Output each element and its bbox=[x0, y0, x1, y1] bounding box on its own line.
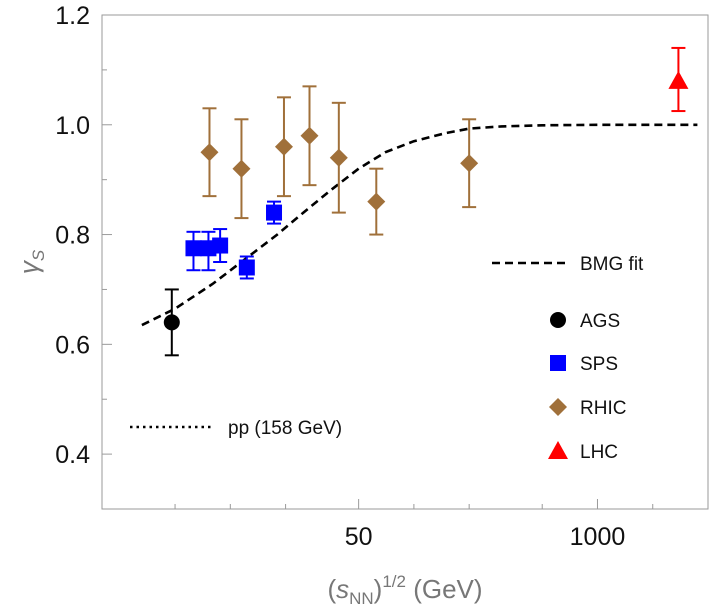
x-axis-label-subscript: NN bbox=[349, 589, 374, 608]
y-axis-label-subscript: S bbox=[29, 249, 48, 261]
rhic-point bbox=[460, 154, 479, 173]
legend-lhc-marker bbox=[548, 441, 568, 459]
rhic-point bbox=[200, 143, 219, 162]
sps-point bbox=[185, 240, 202, 257]
legend: BMG fit AGS SPS RHIC LHC pp (158 GeV) bbox=[130, 254, 644, 463]
sps-point bbox=[238, 259, 255, 276]
x-axis-label-symbol: s bbox=[336, 574, 349, 604]
x-axis-label-superscript: 1/2 bbox=[382, 572, 406, 591]
rhic-point bbox=[232, 159, 251, 178]
y-tick-label: 0.6 bbox=[55, 331, 90, 359]
legend-lhc-label: LHC bbox=[580, 442, 618, 463]
rhic-point bbox=[367, 192, 386, 211]
bmg-fit-curve bbox=[141, 123, 698, 327]
y-tick-label: 1.0 bbox=[55, 112, 90, 140]
x-axis-label-unit: (GeV) bbox=[406, 574, 483, 604]
x-axis-label-open: ( bbox=[327, 574, 336, 604]
legend-ags-marker bbox=[550, 312, 566, 328]
rhic-point bbox=[300, 126, 319, 145]
y-axis-label-symbol: γ bbox=[14, 259, 44, 274]
y-tick-label: 0.8 bbox=[55, 222, 90, 250]
lhc-point bbox=[668, 70, 689, 89]
y-axis-ticks: 0.4 0.6 0.8 1.0 1.2 bbox=[55, 2, 112, 469]
legend-pp-label: pp (158 GeV) bbox=[228, 418, 342, 439]
plot-frame bbox=[101, 14, 709, 510]
y-tick-label: 1.2 bbox=[55, 2, 90, 30]
legend-fit-label: BMG fit bbox=[580, 254, 644, 275]
sps-point bbox=[266, 204, 283, 221]
sps-point bbox=[212, 237, 229, 254]
y-tick-label: 0.4 bbox=[55, 441, 90, 469]
x-axis-label-close: ) bbox=[374, 574, 383, 604]
fit-layer bbox=[141, 123, 698, 327]
x-tick-label: 1000 bbox=[570, 523, 626, 551]
legend-rhic-marker bbox=[549, 398, 567, 416]
ags-point bbox=[163, 314, 180, 331]
x-axis-label: (sNN)1/2 (GeV) bbox=[327, 572, 482, 608]
x-axis-ticks: 50 1000 bbox=[174, 499, 654, 551]
rhic-point bbox=[329, 148, 348, 167]
data-layer bbox=[163, 46, 689, 357]
legend-sps-label: SPS bbox=[580, 354, 618, 375]
y-axis-label: γS bbox=[14, 249, 48, 274]
legend-ags-label: AGS bbox=[580, 311, 620, 332]
rhic-point bbox=[274, 137, 293, 156]
legend-rhic-label: RHIC bbox=[580, 398, 626, 419]
x-tick-label: 50 bbox=[345, 523, 373, 551]
legend-sps-marker bbox=[550, 355, 566, 371]
